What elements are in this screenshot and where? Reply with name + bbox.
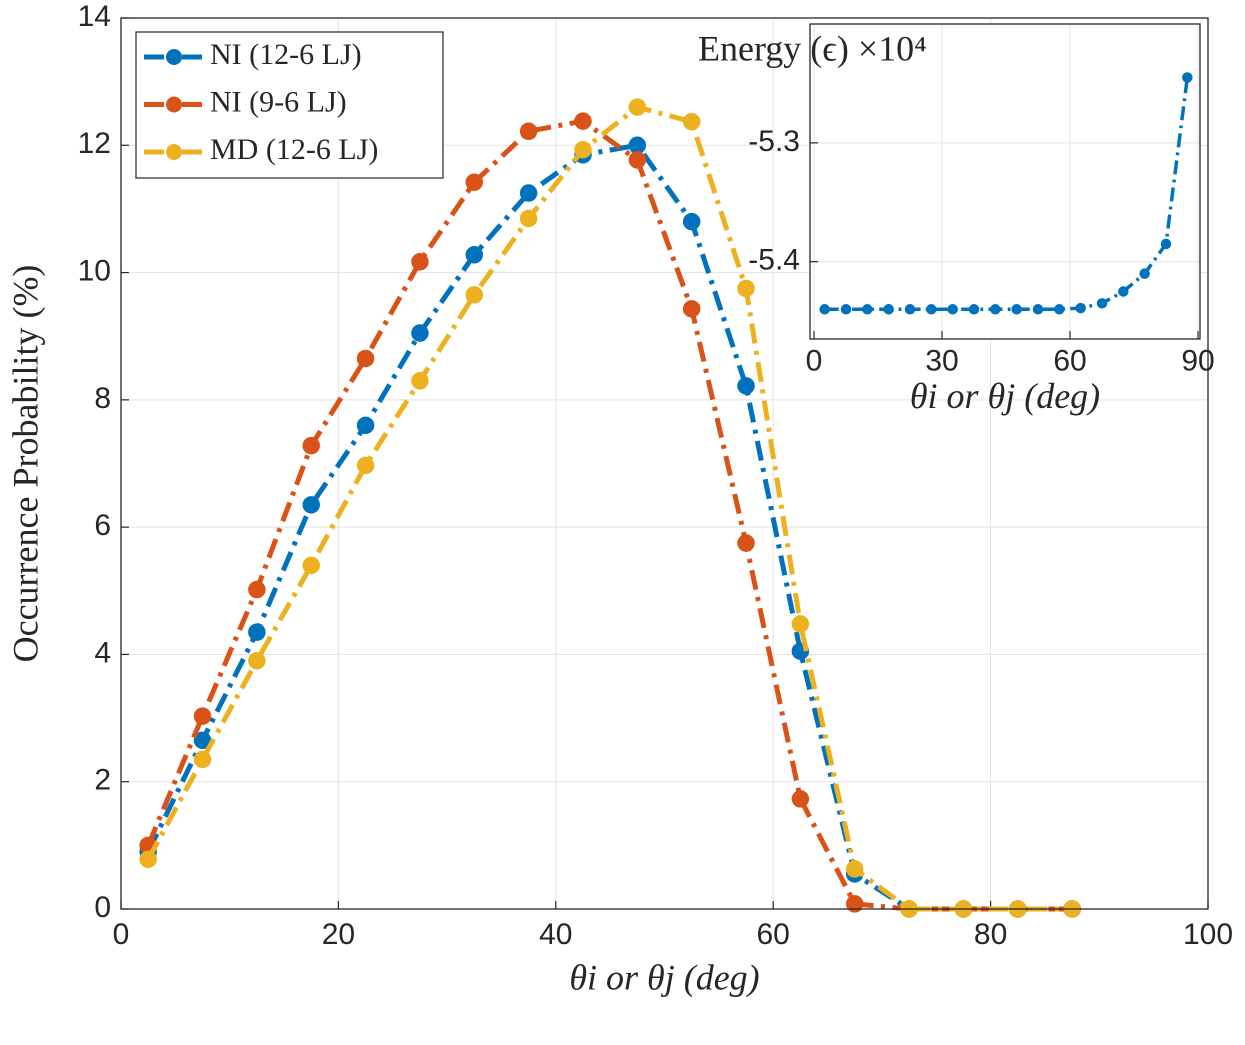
y-tick-label: 8	[94, 382, 111, 415]
data-point	[1075, 302, 1086, 314]
data-point	[411, 324, 429, 342]
x-axis-label: θi or θj (deg)	[910, 376, 1100, 416]
data-point	[465, 246, 484, 264]
inset-title: Energy (ϵ) ×10⁴	[698, 28, 927, 68]
data-point	[465, 286, 484, 304]
data-point	[1182, 72, 1193, 83]
data-point	[193, 707, 212, 725]
data-point	[139, 850, 157, 869]
x-tick-label: 80	[974, 918, 1007, 951]
data-point	[840, 304, 852, 315]
y-tick-label: 14	[78, 0, 111, 33]
data-point	[682, 112, 701, 131]
data-point	[904, 304, 916, 315]
data-point	[411, 372, 429, 390]
data-point	[248, 580, 266, 599]
data-point	[302, 436, 320, 455]
y-tick-label: 12	[78, 127, 111, 160]
data-point	[1096, 298, 1108, 309]
data-point	[519, 122, 538, 141]
x-tick-label: 20	[322, 918, 355, 951]
data-point	[465, 173, 484, 191]
legend-label: MD (12-6 LJ)	[210, 133, 378, 166]
y-tick-label: 4	[94, 636, 111, 669]
data-point	[628, 98, 647, 116]
data-point	[356, 416, 375, 435]
y-tick-label: 0	[94, 891, 111, 924]
data-point	[1032, 304, 1044, 315]
legend-label: NI (9-6 LJ)	[210, 85, 347, 118]
data-point	[628, 136, 647, 155]
data-point	[248, 652, 266, 670]
x-tick-label: 90	[1181, 344, 1214, 377]
y-tick-label: 10	[78, 254, 111, 287]
y-tick-label: 6	[94, 509, 111, 542]
axes-frame	[809, 23, 1201, 340]
data-point	[791, 615, 810, 633]
data-point	[682, 212, 701, 231]
data-point	[791, 790, 810, 808]
data-point	[574, 140, 592, 159]
y-tick-label: -5.4	[748, 244, 800, 277]
data-point	[356, 456, 375, 475]
series-line	[145, 118, 1073, 912]
data-point	[1054, 304, 1065, 315]
data-point	[845, 860, 864, 878]
data-point	[356, 349, 375, 368]
data-point	[968, 304, 980, 315]
data-point	[628, 151, 647, 169]
data-point	[1160, 238, 1172, 250]
data-point	[737, 279, 755, 298]
data-point	[737, 377, 755, 395]
data-point	[519, 209, 538, 228]
legend-label: NI (12-6 LJ)	[210, 38, 362, 71]
data-point	[883, 304, 894, 315]
x-tick-label: 40	[539, 918, 572, 951]
data-point	[819, 304, 830, 315]
legend-marker	[166, 144, 182, 160]
axes-frame	[120, 17, 1209, 910]
data-point	[682, 300, 701, 318]
data-point	[1118, 286, 1129, 297]
data-point	[248, 623, 266, 641]
y-axis-label: Occurrence Probability (%)	[5, 265, 45, 663]
x-tick-label: 100	[1183, 918, 1233, 951]
x-axis-label: θi or θj (deg)	[569, 957, 759, 997]
data-point	[193, 750, 212, 769]
data-point	[519, 184, 538, 202]
data-point	[411, 253, 429, 271]
data-point	[1139, 268, 1150, 279]
x-tick-label: 60	[757, 918, 790, 951]
x-tick-label: 0	[806, 344, 823, 377]
data-point	[990, 304, 1001, 315]
data-point	[737, 534, 755, 552]
y-tick-label: -5.3	[748, 125, 800, 158]
data-point	[302, 556, 320, 575]
legend-marker	[166, 49, 182, 65]
data-point	[862, 304, 873, 315]
data-point	[947, 304, 958, 315]
data-point	[574, 112, 592, 130]
x-tick-label: 0	[113, 918, 130, 951]
legend-marker	[166, 96, 182, 113]
data-point	[926, 304, 937, 315]
data-point	[1011, 304, 1022, 315]
y-tick-label: 2	[94, 764, 111, 797]
legend: NI (12-6 LJ) NI (9-6 LJ) MD (12-6 LJ)	[135, 31, 444, 179]
x-tick-label: 60	[1053, 344, 1086, 377]
data-point	[302, 496, 320, 514]
plot-area	[810, 24, 1200, 339]
data-point	[845, 895, 864, 913]
x-tick-label: 30	[925, 344, 958, 377]
